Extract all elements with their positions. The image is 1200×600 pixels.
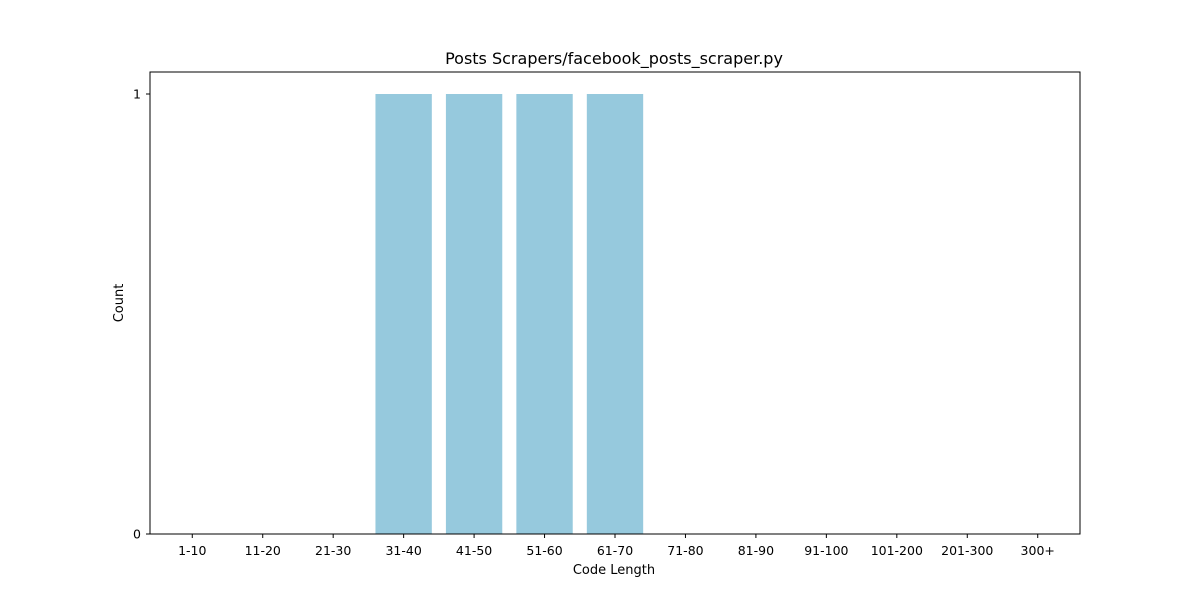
x-tick-label: 101-200 [871, 543, 923, 558]
bar-31-40 [375, 94, 432, 534]
x-tick-label: 201-300 [941, 543, 993, 558]
x-tick-label: 300+ [1021, 543, 1055, 558]
x-tick-label: 51-60 [526, 543, 562, 558]
bar-61-70 [586, 94, 644, 534]
x-tick-label: 1-10 [178, 543, 206, 558]
plot-frame [149, 71, 1081, 535]
y-tick-label: 1 [133, 87, 141, 102]
y-tick-label: 0 [133, 527, 141, 542]
chart-title: Posts Scrapers/facebook_posts_scraper.py [445, 49, 783, 69]
x-axis-label: Code Length [573, 563, 655, 578]
x-tick-label: 21-30 [315, 543, 351, 558]
x-axis-ticks: 1-10 11-20 21-30 31-40 41-50 51-60 61-70 71-80 8… [178, 534, 1055, 558]
bar-41-50 [445, 94, 503, 534]
y-axis-ticks: 01 [133, 87, 150, 542]
y-axis-label: Count [112, 284, 127, 323]
bars-group [375, 94, 644, 534]
x-tick-label: 11-20 [245, 543, 281, 558]
x-tick-label: 31-40 [385, 543, 421, 558]
bar-51-60 [516, 94, 573, 534]
x-tick-label: 71-80 [667, 543, 703, 558]
x-tick-label: 41-50 [456, 543, 492, 558]
x-tick-label: 81-90 [738, 543, 774, 558]
x-tick-label: 91-100 [804, 543, 848, 558]
x-tick-label: 61-70 [597, 543, 633, 558]
